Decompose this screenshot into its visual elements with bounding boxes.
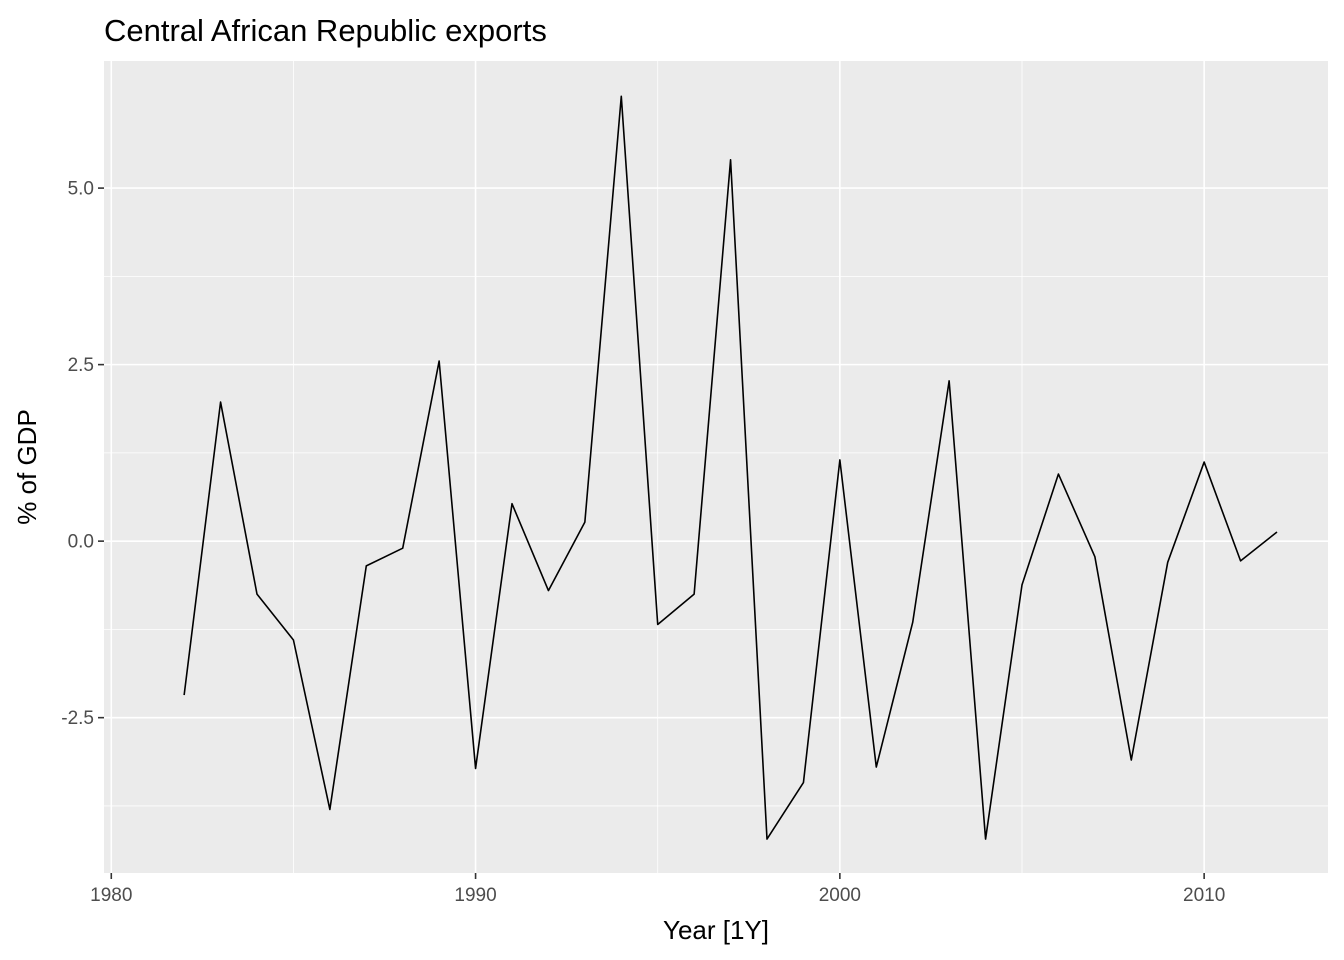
major-gridlines xyxy=(104,61,1328,873)
y-tick-label: 2.5 xyxy=(68,355,94,376)
chart-title: Central African Republic exports xyxy=(104,13,547,48)
x-tick-label: 1980 xyxy=(90,885,132,906)
x-tick-label: 2000 xyxy=(819,885,861,906)
x-axis-title: Year [1Y] xyxy=(663,915,769,945)
series-line xyxy=(183,95,1278,840)
x-tick-label: 1990 xyxy=(454,885,496,906)
x-tick-label: 2010 xyxy=(1183,885,1225,906)
x-axis: 1980 1990 2000 2010 xyxy=(90,873,1225,906)
y-axis: -2.5 0.0 2.5 5.0 xyxy=(61,179,104,729)
y-axis-title: % of GDP xyxy=(12,409,42,525)
plot-panel xyxy=(104,61,1328,873)
y-tick-label: -2.5 xyxy=(61,708,94,729)
y-tick-label: 5.0 xyxy=(68,179,94,200)
minor-gridlines xyxy=(104,61,1328,873)
y-tick-label: 0.0 xyxy=(68,532,94,553)
